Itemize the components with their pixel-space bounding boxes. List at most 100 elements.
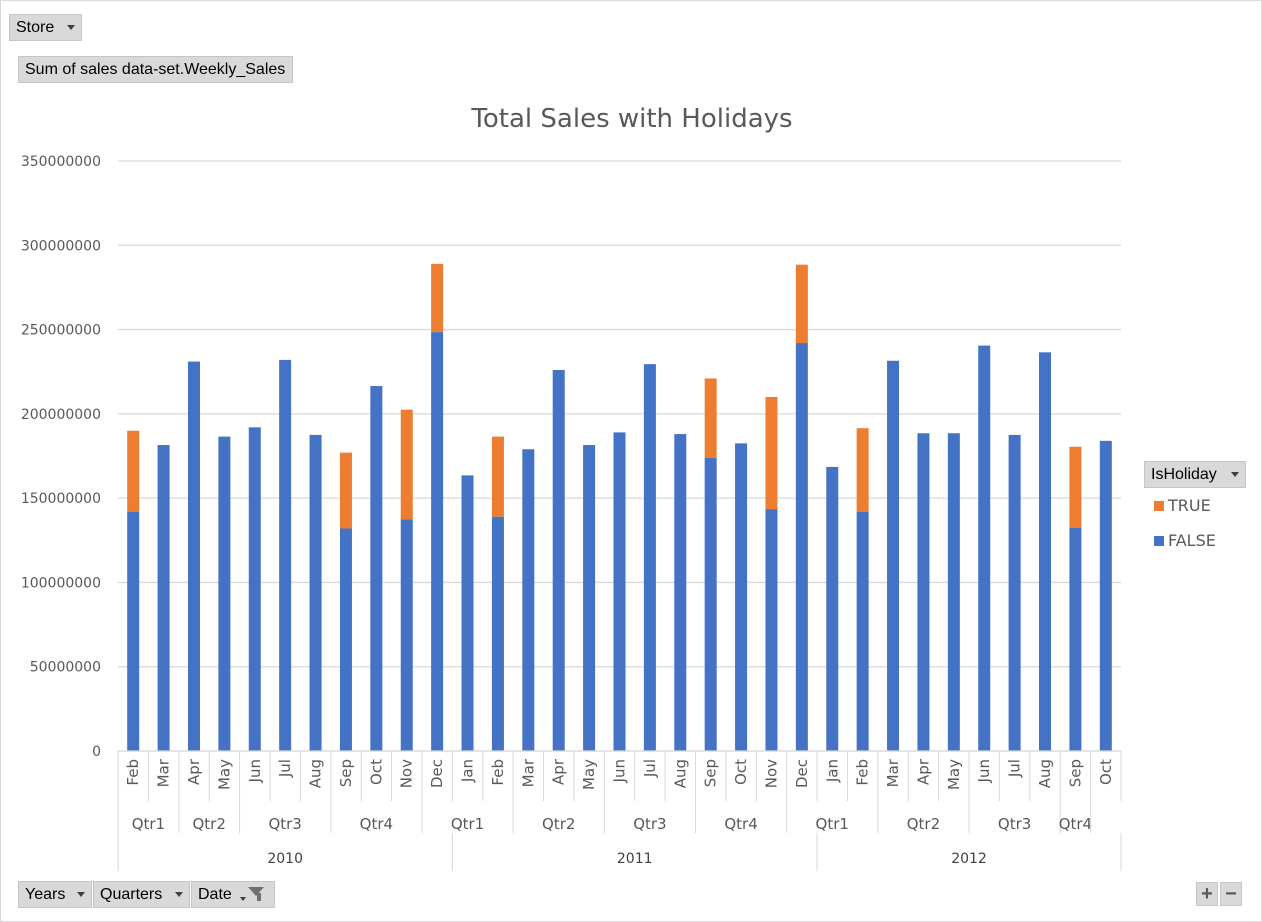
isholiday-label: IsHoliday <box>1151 465 1217 483</box>
quarter-label: Qtr4 <box>724 815 757 833</box>
bar-false <box>187 361 200 751</box>
x-tick-label: May <box>580 759 598 790</box>
legend-swatch <box>1154 536 1164 546</box>
bars <box>127 263 1112 751</box>
filter-funnel-icon[interactable] <box>247 887 264 896</box>
store-filter-label: Store <box>16 18 55 36</box>
x-tick-label: Jun <box>975 759 993 783</box>
quarter-label: Qtr3 <box>998 815 1031 833</box>
quarter-label: Qtr2 <box>907 815 940 833</box>
store-filter-button[interactable]: Store <box>9 14 82 41</box>
bar-false <box>1039 352 1052 751</box>
zoom-in-button[interactable]: + <box>1196 882 1218 906</box>
chevron-down-icon[interactable] <box>239 896 246 901</box>
bar-false <box>947 433 960 751</box>
chevron-down-icon[interactable] <box>67 25 75 30</box>
x-tick-label: Dec <box>428 759 446 788</box>
years-field-button[interactable]: Years <box>18 881 92 908</box>
bar-false <box>461 475 474 751</box>
bar-false <box>279 359 292 751</box>
x-tick-label: Aug <box>1036 759 1054 788</box>
x-tick-label: Nov <box>762 759 780 788</box>
chevron-down-icon[interactable] <box>1231 472 1239 477</box>
bar-false <box>735 443 748 751</box>
x-tick-label: Jul <box>276 759 294 778</box>
x-tick-label: Oct <box>732 759 750 785</box>
x-tick-label: Feb <box>124 759 142 786</box>
x-tick-label: Jul <box>1006 759 1024 778</box>
bar-false <box>856 511 869 751</box>
bar-false <box>887 360 900 751</box>
bar-false <box>1099 440 1112 751</box>
bar-false <box>917 433 930 751</box>
bar-false <box>127 511 140 751</box>
quarters-label: Quarters <box>100 885 163 903</box>
years-label: Years <box>25 885 66 903</box>
date-label: Date <box>198 885 232 903</box>
x-tick-label: May <box>945 759 963 790</box>
bar-false <box>552 370 565 751</box>
bar-false <box>826 466 839 751</box>
x-tick-label: Aug <box>671 759 689 788</box>
bar-false <box>248 427 261 751</box>
year-label: 2010 <box>267 851 303 867</box>
bar-false <box>795 343 808 751</box>
bar-true <box>400 409 413 520</box>
quarter-label: Qtr3 <box>268 815 301 833</box>
bar-false <box>491 516 504 751</box>
chevron-down-icon[interactable] <box>175 892 183 897</box>
x-tick-label: Jun <box>611 759 629 783</box>
legend: TRUE FALSE <box>1154 496 1216 550</box>
x-tick-label: Jun <box>246 759 264 783</box>
bar-true <box>491 436 504 517</box>
quarters-field-button[interactable]: Quarters <box>93 881 190 908</box>
year-label: 2011 <box>617 851 653 867</box>
values-field-button[interactable]: Sum of sales data-set.Weekly_Sales <box>18 56 293 83</box>
legend-label: FALSE <box>1168 531 1216 550</box>
bar-false <box>704 457 717 751</box>
bar-false <box>400 519 413 751</box>
bar-false <box>1069 527 1082 751</box>
bar-true <box>765 397 778 510</box>
x-tick-label: Jan <box>823 759 841 783</box>
bar-false <box>613 432 626 751</box>
bar-false <box>218 436 231 751</box>
bar-false <box>157 445 170 751</box>
values-field-label: Sum of sales data-set.Weekly_Sales <box>25 60 286 78</box>
x-tick-label: Mar <box>884 758 902 787</box>
y-tick-label: 150000000 <box>21 491 101 507</box>
x-tick-label: Apr <box>550 758 568 785</box>
bar-false <box>431 332 444 751</box>
y-tick-label: 300000000 <box>21 238 101 254</box>
x-tick-label: Oct <box>1097 759 1115 785</box>
zoom-out-button[interactable]: − <box>1220 882 1242 906</box>
quarter-label: Qtr2 <box>192 815 225 833</box>
bar-false <box>643 364 656 751</box>
date-field-button[interactable]: Date <box>191 881 275 908</box>
y-tick-label: 350000000 <box>21 154 101 170</box>
x-tick-label: Sep <box>1066 759 1084 787</box>
x-tick-label: Apr <box>185 758 203 785</box>
bar-true <box>127 430 140 512</box>
bar-false <box>765 509 778 751</box>
x-tick-label: Nov <box>398 759 416 788</box>
chevron-down-icon[interactable] <box>77 892 85 897</box>
quarter-label: Qtr4 <box>1059 815 1092 833</box>
isholiday-legend-button[interactable]: IsHoliday <box>1144 461 1246 488</box>
y-tick-label: 100000000 <box>21 575 101 591</box>
x-tick-label: Feb <box>854 759 872 786</box>
bar-true <box>339 452 352 529</box>
bar-false <box>978 345 991 751</box>
bar-true <box>856 428 869 512</box>
y-tick-label: 0 <box>92 744 101 760</box>
bar-true <box>1069 446 1082 528</box>
chart-title: Total Sales with Holidays <box>470 104 792 134</box>
quarter-label: Qtr1 <box>816 815 849 833</box>
quarter-label: Qtr1 <box>451 815 484 833</box>
bar-false <box>370 386 383 751</box>
year-label: 2012 <box>951 851 987 867</box>
bar-false <box>522 449 535 751</box>
x-tick-label: Mar <box>155 758 173 787</box>
